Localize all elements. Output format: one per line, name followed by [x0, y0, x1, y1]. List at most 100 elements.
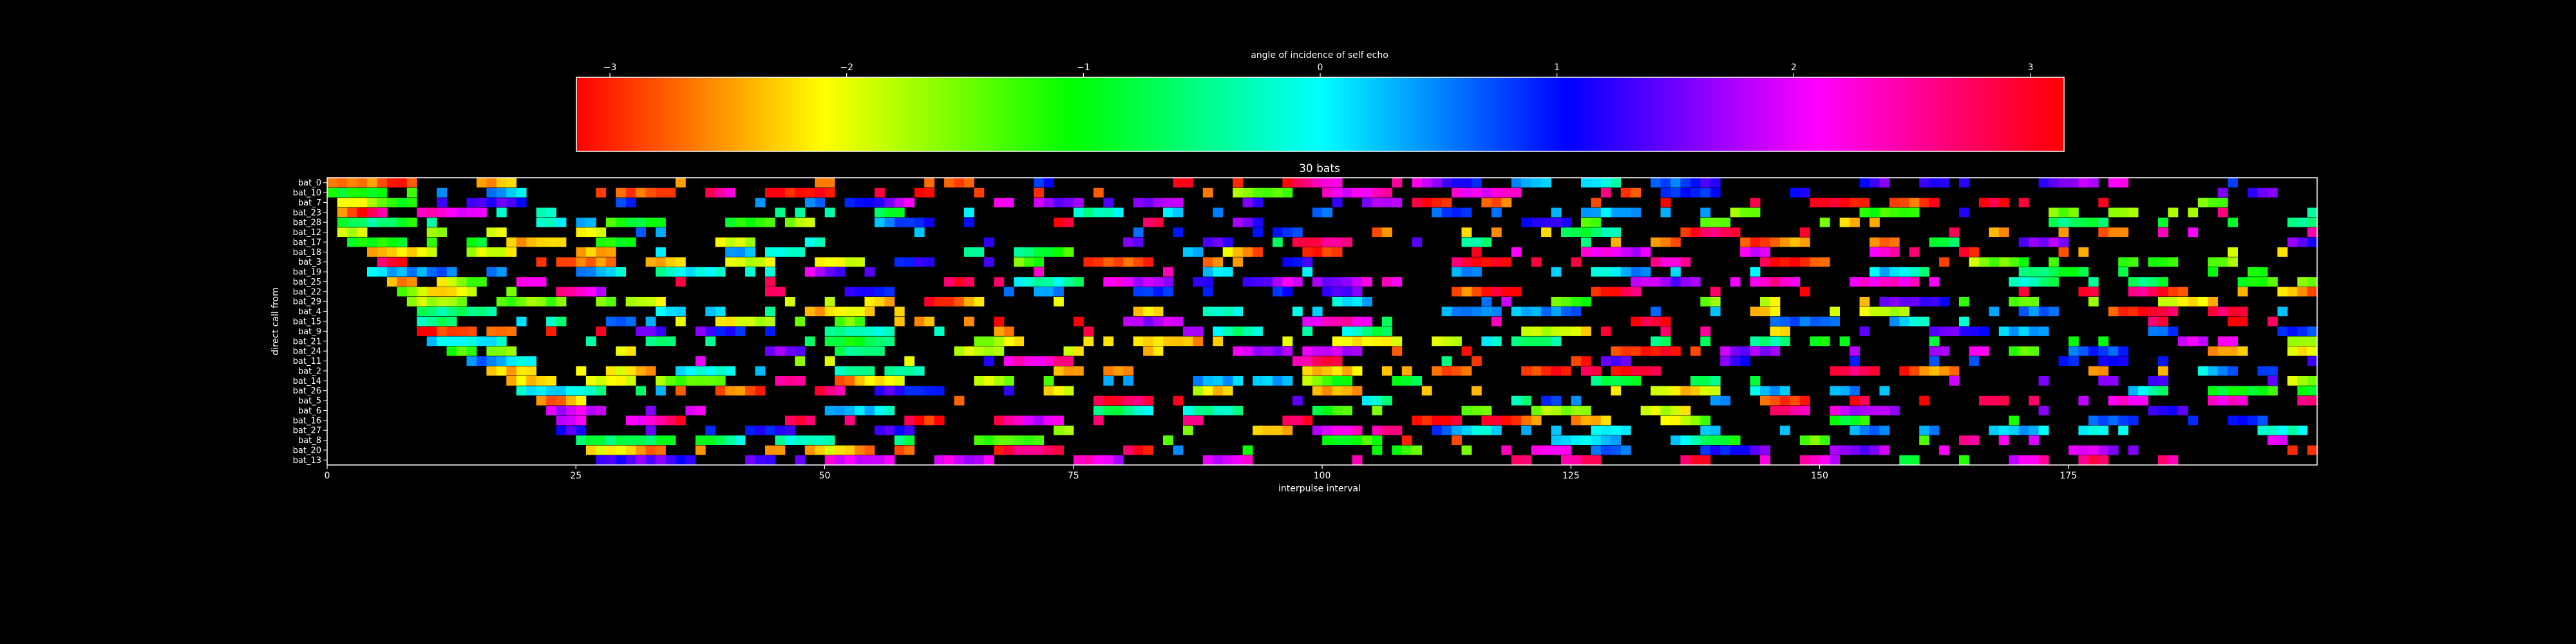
heatmap-cell: [1491, 415, 1502, 426]
heatmap-cell: [745, 455, 755, 465]
heatmap-cell: [1819, 198, 1830, 207]
heatmap-cell: [715, 307, 726, 317]
heatmap-cell: [347, 207, 357, 218]
heatmap-cell: [1899, 307, 1910, 317]
heatmap-cell: [1998, 327, 2009, 336]
heatmap-cell: [665, 375, 676, 386]
heatmap-cell: [1889, 247, 1900, 257]
heatmap-cell: [2018, 307, 2029, 317]
heatmap-cell: [625, 435, 636, 446]
heatmap-cell: [1631, 346, 1641, 356]
heatmap-cell: [1332, 198, 1343, 207]
colorbar: angle of incidence of self echo −3 −2 −1 0 1…: [576, 50, 2065, 152]
heatmap-cell: [1322, 287, 1333, 297]
heatmap-cell: [386, 257, 397, 267]
heatmap-cell: [2029, 307, 2039, 317]
heatmap-cell: [815, 187, 826, 198]
heatmap-cell: [426, 207, 437, 218]
heatmap-cell: [1491, 425, 1502, 435]
heatmap-cell: [406, 287, 417, 297]
heatmap-cell: [1233, 327, 1243, 336]
heatmap-cell: [1660, 277, 1671, 287]
heatmap-cell: [536, 237, 547, 247]
heatmap-cell: [1233, 375, 1243, 386]
heatmap-cell: [894, 217, 905, 227]
heatmap-cell: [2158, 316, 2168, 327]
heatmap-cell: [1969, 356, 1980, 366]
heatmap-cell: [855, 346, 865, 356]
heatmap-cell: [804, 336, 815, 346]
row-label: bat_10: [293, 189, 321, 198]
heatmap-cell: [1521, 217, 1532, 227]
heatmap-cell: [1003, 415, 1014, 426]
heatmap-cell: [1043, 277, 1054, 287]
heatmap-cell: [884, 406, 895, 415]
heatmap-cell: [1899, 455, 1910, 465]
heatmap-cell: [715, 267, 726, 277]
heatmap-cell: [1561, 445, 1571, 455]
heatmap-cell: [2257, 277, 2268, 287]
heatmap-cell: [815, 307, 826, 317]
heatmap-cell: [585, 227, 596, 238]
heatmap-cell: [2228, 336, 2238, 346]
heatmap-cell: [1899, 277, 1910, 287]
heatmap-cell: [1978, 327, 1989, 336]
heatmap-cell: [1222, 406, 1233, 415]
heatmap-cell: [1253, 187, 1263, 198]
heatmap-cell: [1312, 346, 1323, 356]
heatmap-cell: [964, 296, 974, 307]
heatmap-cell: [755, 366, 766, 376]
heatmap-cell: [1352, 287, 1363, 297]
heatmap-cell: [2098, 415, 2109, 426]
heatmap-cell: [1750, 247, 1761, 257]
heatmap-cell: [1919, 267, 1930, 277]
heatmap-cell: [1710, 445, 1721, 455]
heatmap-cell: [824, 187, 835, 198]
heatmap-cell: [486, 327, 497, 336]
heatmap-cell: [1760, 237, 1770, 247]
heatmap-cell: [605, 366, 616, 376]
heatmap-cell: [426, 316, 437, 327]
heatmap-cell: [815, 198, 826, 207]
heatmap-cell: [874, 217, 885, 227]
heatmap-cell: [1779, 395, 1790, 406]
heatmap-cell: [1272, 237, 1283, 247]
heatmap-cell: [2118, 425, 2129, 435]
heatmap-cell: [725, 247, 736, 257]
heatmap-cell: [1839, 217, 1850, 227]
heatmap-cell: [795, 346, 806, 356]
heatmap-cell: [357, 207, 368, 218]
heatmap-cell: [1770, 406, 1781, 415]
heatmap-cell: [1591, 217, 1602, 227]
heatmap-cell: [745, 386, 755, 396]
heatmap-cell: [1631, 207, 1641, 218]
heatmap-cell: [1133, 316, 1144, 327]
heatmap-cell: [835, 257, 845, 267]
heatmap-cell: [884, 336, 895, 346]
heatmap-cell: [1312, 406, 1323, 415]
heatmap-cell: [1253, 277, 1263, 287]
heatmap-cell: [546, 296, 556, 307]
heatmap-cell: [1869, 217, 1880, 227]
heatmap-cell: [795, 187, 806, 198]
heatmap-cell: [954, 455, 965, 465]
heatmap-cell: [406, 296, 417, 307]
heatmap-cell: [1710, 178, 1721, 188]
heatmap-cell: [914, 217, 925, 227]
heatmap-cell: [1153, 277, 1164, 287]
row-label: bat_18: [293, 248, 321, 258]
heatmap-cell: [616, 237, 627, 247]
heatmap-cell: [1700, 227, 1711, 238]
heatmap-cell: [616, 217, 627, 227]
heatmap-cell: [437, 287, 447, 297]
heatmap-cell: [1551, 307, 1562, 317]
heatmap-cell: [625, 198, 636, 207]
heatmap-cell: [1859, 445, 1870, 455]
heatmap-cell: [1342, 336, 1352, 346]
heatmap-cell: [1123, 406, 1134, 415]
heatmap-cell: [1700, 336, 1711, 346]
heatmap-cell: [347, 187, 357, 198]
heatmap-cell: [1093, 187, 1104, 198]
heatmap-cell: [2237, 395, 2248, 406]
heatmap-cell: [1640, 316, 1651, 327]
